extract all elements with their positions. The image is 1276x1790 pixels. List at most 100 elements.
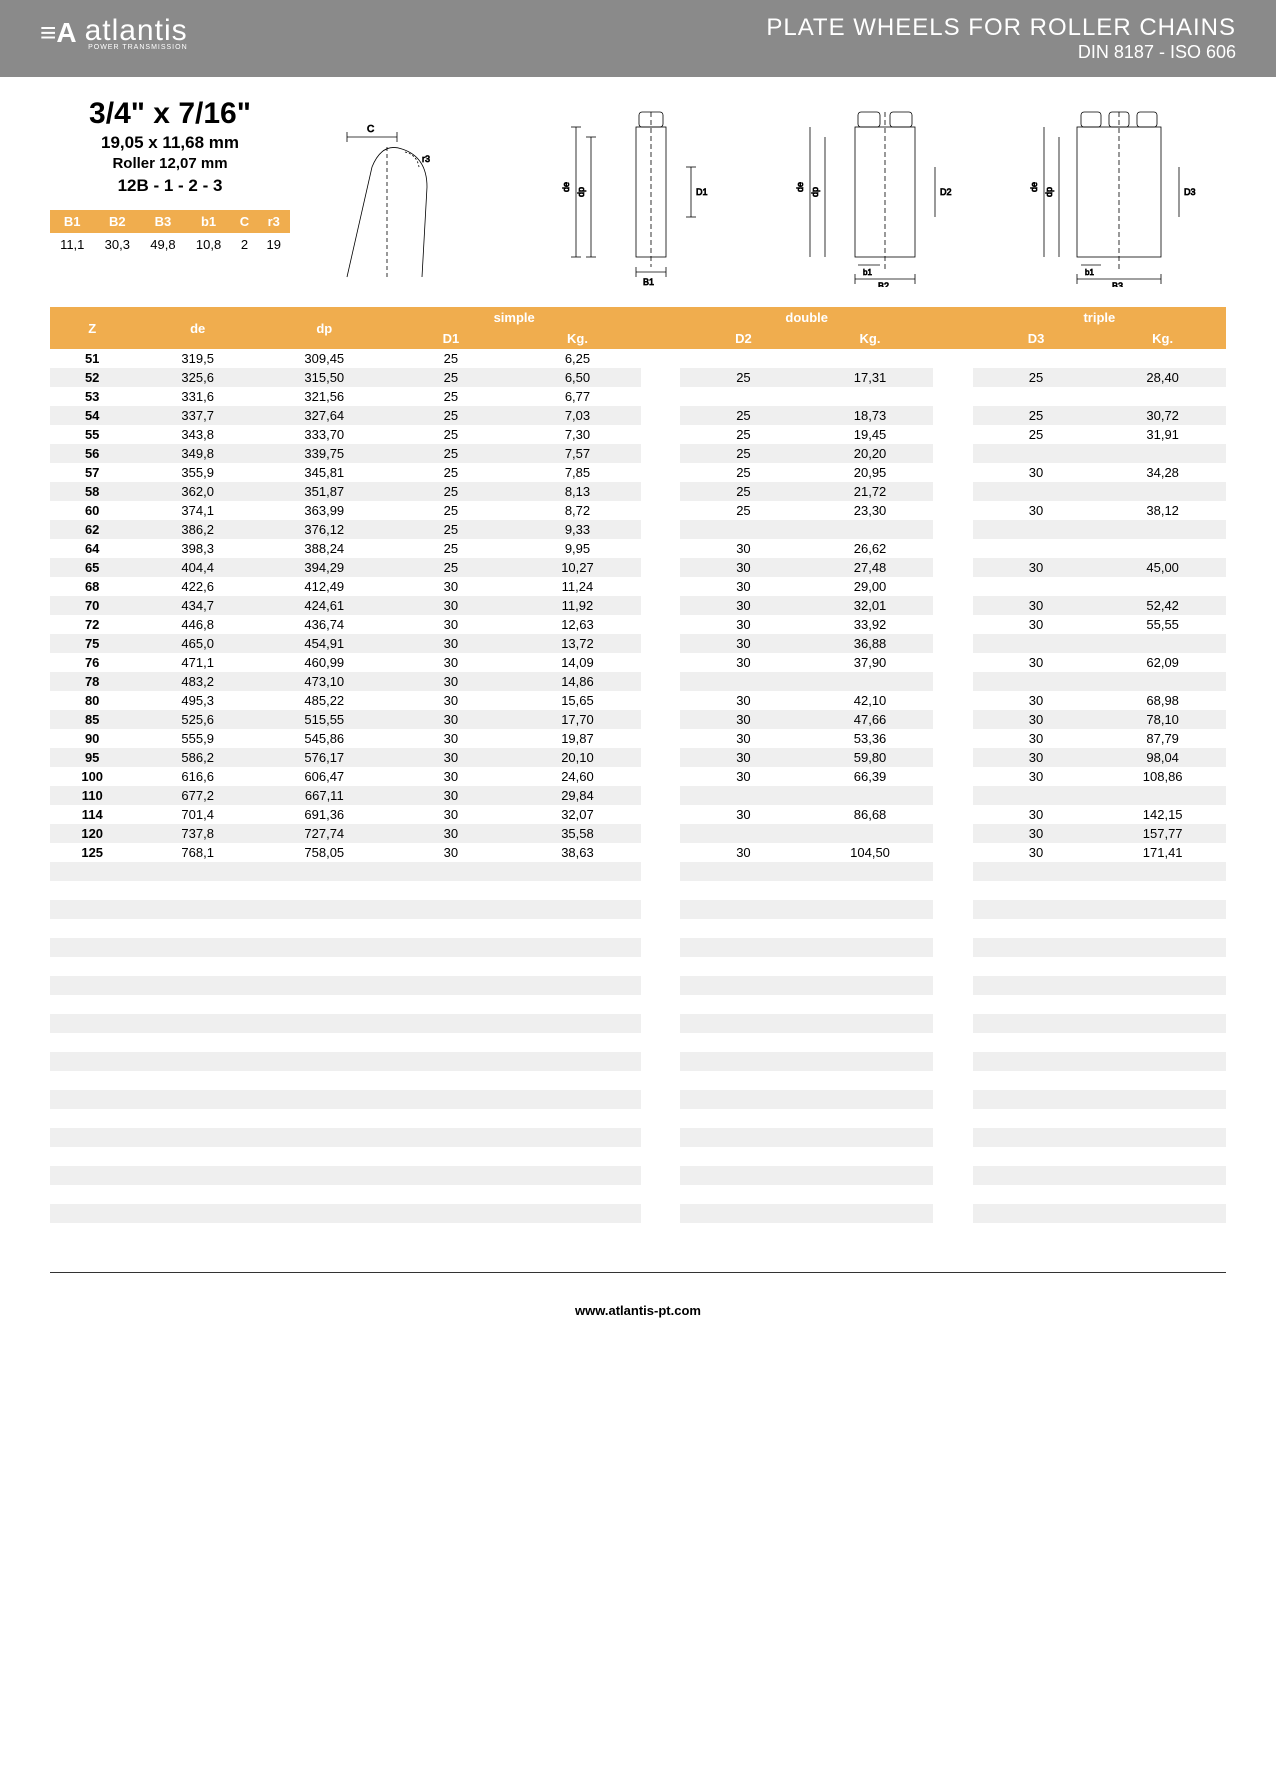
table-cell — [641, 539, 680, 558]
table-cell: 54 — [50, 406, 134, 425]
table-cell: 576,17 — [261, 748, 388, 767]
col-d3: D3 — [973, 328, 1100, 349]
table-cell: 33,92 — [807, 615, 934, 634]
param-value: 2 — [231, 233, 257, 256]
svg-text:C: C — [367, 124, 374, 135]
table-cell — [641, 501, 680, 520]
table-cell — [1099, 634, 1226, 653]
svg-text:dp: dp — [810, 187, 820, 197]
table-cell: 19,45 — [807, 425, 934, 444]
table-cell: 319,5 — [134, 349, 261, 368]
table-cell: 29,84 — [514, 786, 641, 805]
table-cell: 19,87 — [514, 729, 641, 748]
table-cell: 58 — [50, 482, 134, 501]
table-cell — [933, 577, 972, 596]
table-cell: 436,74 — [261, 615, 388, 634]
table-cell: 66,39 — [807, 767, 934, 786]
table-cell: 30 — [680, 558, 807, 577]
table-cell: 30 — [388, 729, 515, 748]
table-cell — [973, 786, 1100, 805]
table-cell: 38,12 — [1099, 501, 1226, 520]
svg-text:de: de — [1029, 182, 1039, 192]
table-cell: 15,65 — [514, 691, 641, 710]
table-cell: 606,47 — [261, 767, 388, 786]
table-row: 125768,1758,053038,6330104,5030171,41 — [50, 843, 1226, 862]
table-cell: 30 — [388, 748, 515, 767]
table-row: 55343,8333,70257,302519,452531,91 — [50, 425, 1226, 444]
table-cell — [933, 425, 972, 444]
table-cell: 68 — [50, 577, 134, 596]
table-cell — [680, 520, 807, 539]
diagrams: C r3 de dp — [310, 97, 1226, 287]
table-cell — [933, 539, 972, 558]
table-row-empty — [50, 1014, 1226, 1033]
table-cell: 62 — [50, 520, 134, 539]
table-cell: 57 — [50, 463, 134, 482]
table-cell: 315,50 — [261, 368, 388, 387]
svg-text:de: de — [561, 182, 571, 192]
table-row: 54337,7327,64257,032518,732530,72 — [50, 406, 1226, 425]
table-row: 78483,2473,103014,86 — [50, 672, 1226, 691]
table-row: 57355,9345,81257,852520,953034,28 — [50, 463, 1226, 482]
table-cell: 55 — [50, 425, 134, 444]
param-value: 10,8 — [186, 233, 232, 256]
table-cell: 18,73 — [807, 406, 934, 425]
param-value: 11,1 — [50, 233, 94, 256]
table-cell — [933, 463, 972, 482]
table-cell: 9,95 — [514, 539, 641, 558]
table-cell: 7,03 — [514, 406, 641, 425]
svg-text:b1: b1 — [1085, 268, 1094, 277]
spec-size: 3/4" x 7/16" — [50, 97, 290, 131]
table-cell — [933, 444, 972, 463]
table-cell: 11,92 — [514, 596, 641, 615]
header-bar: ≡A atlantis POWER TRANSMISSION PLATE WHE… — [0, 0, 1276, 77]
table-cell: 52 — [50, 368, 134, 387]
table-cell: 412,49 — [261, 577, 388, 596]
table-cell: 25 — [680, 425, 807, 444]
table-cell: 515,55 — [261, 710, 388, 729]
table-cell — [641, 786, 680, 805]
table-cell: 30 — [680, 805, 807, 824]
table-cell: 110 — [50, 786, 134, 805]
table-cell: 30,72 — [1099, 406, 1226, 425]
table-cell — [641, 653, 680, 672]
table-cell: 55,55 — [1099, 615, 1226, 634]
table-cell: 327,64 — [261, 406, 388, 425]
table-cell: 104,50 — [807, 843, 934, 862]
table-row: 68422,6412,493011,243029,00 — [50, 577, 1226, 596]
table-cell — [807, 349, 934, 368]
table-cell: 36,88 — [807, 634, 934, 653]
col-kg3: Kg. — [1099, 328, 1226, 349]
table-cell — [641, 482, 680, 501]
col-dp: dp — [261, 307, 388, 349]
table-cell: 64 — [50, 539, 134, 558]
table-cell: 30 — [388, 767, 515, 786]
table-cell — [1099, 786, 1226, 805]
col-group-simple: simple — [388, 307, 641, 328]
table-cell — [641, 615, 680, 634]
table-cell: 32,01 — [807, 596, 934, 615]
table-cell: 30 — [680, 577, 807, 596]
table-cell: 25 — [388, 520, 515, 539]
table-cell: 25 — [388, 425, 515, 444]
table-cell — [1099, 387, 1226, 406]
table-row-empty — [50, 1204, 1226, 1223]
spec-code: 12B - 1 - 2 - 3 — [50, 176, 290, 196]
table-cell — [641, 406, 680, 425]
table-cell: 309,45 — [261, 349, 388, 368]
table-cell: 6,25 — [514, 349, 641, 368]
page-title: PLATE WHEELS FOR ROLLER CHAINS — [766, 14, 1236, 42]
table-cell: 34,28 — [1099, 463, 1226, 482]
table-cell: 25 — [680, 501, 807, 520]
table-cell: 30 — [388, 710, 515, 729]
table-cell — [933, 843, 972, 862]
table-cell: 325,6 — [134, 368, 261, 387]
table-cell — [807, 520, 934, 539]
logo-subtitle: POWER TRANSMISSION — [85, 44, 188, 51]
table-cell: 424,61 — [261, 596, 388, 615]
table-row-empty — [50, 1223, 1226, 1242]
table-cell: 30 — [680, 729, 807, 748]
triple-wheel-diagram: de dp D3 b1 B3 — [1029, 107, 1209, 287]
table-cell — [973, 577, 1100, 596]
col-d1: D1 — [388, 328, 515, 349]
